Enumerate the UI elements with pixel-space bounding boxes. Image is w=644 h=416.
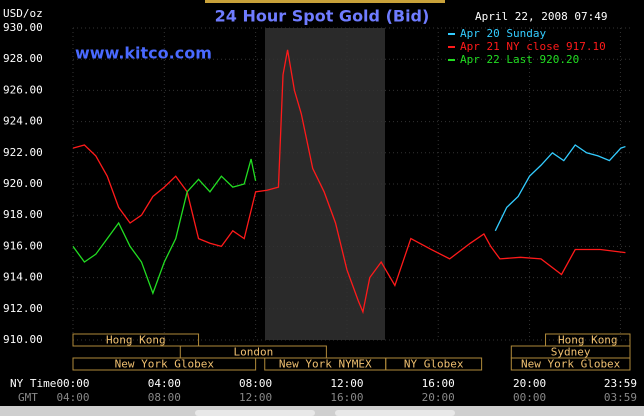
- time-axis-label: NY Time: [10, 377, 56, 390]
- y-tick-label: 918.00: [3, 208, 43, 221]
- x-tick-label: 00:00: [56, 377, 89, 390]
- title-bar: [205, 0, 445, 3]
- session-box: [72, 357, 257, 371]
- x-tick-label: 12:00: [330, 377, 363, 390]
- session-label: New York Globex: [115, 358, 215, 371]
- session-box: [72, 333, 200, 347]
- series-line: [72, 49, 626, 315]
- watermark: www.kitco.com: [75, 44, 212, 63]
- legend-label: Apr 21 NY close 917.10: [460, 40, 606, 53]
- unit-label: USD/oz: [3, 7, 43, 20]
- y-tick-label: 930.00: [3, 21, 43, 34]
- y-tick-label: 922.00: [3, 146, 43, 159]
- x-tick-label: 20:00: [513, 377, 546, 390]
- y-tick-label: 914.00: [3, 271, 43, 284]
- y-tick-label: 910.00: [3, 333, 43, 346]
- gmt-tick-label: 12:00: [239, 391, 272, 404]
- session-label: Hong Kong: [558, 334, 618, 347]
- session-label: New York NYMEX: [279, 358, 372, 371]
- gmt-tick-label: 00:00: [513, 391, 546, 404]
- gmt-tick-label: 04:00: [56, 391, 89, 404]
- footer-strip: [0, 406, 644, 416]
- legend-label: Apr 20 Sunday: [460, 27, 546, 40]
- chart-title: 24 Hour Spot Gold (Bid): [215, 7, 430, 26]
- y-tick-label: 920.00: [3, 177, 43, 190]
- footer-button: [335, 410, 455, 416]
- x-tick-label: 08:00: [239, 377, 272, 390]
- session-label: London: [233, 346, 273, 359]
- y-tick-label: 912.00: [3, 302, 43, 315]
- session-label: Sydney: [551, 346, 591, 359]
- y-tick-label: 924.00: [3, 115, 43, 128]
- legend-label: Apr 22 Last 920.20: [460, 53, 579, 66]
- date-label: April 22, 2008 07:49: [475, 10, 607, 23]
- y-tick-label: 928.00: [3, 52, 43, 65]
- session-label: New York Globex: [521, 358, 621, 371]
- gmt-tick-label: 08:00: [148, 391, 181, 404]
- series-line: [494, 144, 626, 232]
- footer-button: [195, 410, 315, 416]
- session-label: Hong Kong: [106, 334, 166, 347]
- y-tick-label: 926.00: [3, 83, 43, 96]
- x-tick-label: 23:59: [604, 377, 637, 390]
- y-tick-label: 916.00: [3, 239, 43, 252]
- x-tick-label: 16:00: [422, 377, 455, 390]
- series-line: [72, 158, 257, 296]
- time-axis-label: GMT: [18, 391, 38, 404]
- gmt-tick-label: 16:00: [330, 391, 363, 404]
- session-label: NY Globex: [404, 358, 464, 371]
- session-box: [385, 357, 483, 371]
- x-tick-label: 04:00: [148, 377, 181, 390]
- session-box: [510, 357, 631, 371]
- gmt-tick-label: 20:00: [422, 391, 455, 404]
- gmt-tick-label: 03:59: [604, 391, 637, 404]
